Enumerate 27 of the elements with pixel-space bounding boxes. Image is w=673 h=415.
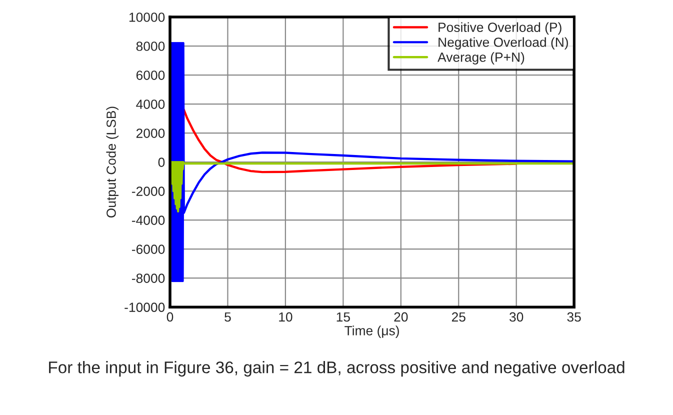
x-tick-label: 25 [452, 312, 466, 322]
line-series [182, 107, 518, 174]
y-tick-label: 2000 [136, 128, 165, 138]
x-tick-label: 10 [279, 312, 292, 322]
y-axis-title: Output Code (LSB) [106, 106, 119, 218]
y-tick-label: -8000 [132, 274, 165, 283]
y-tick-label: -2000 [132, 186, 165, 196]
y-tick-label: 10000 [129, 12, 165, 22]
y-tick-label: -10000 [124, 302, 165, 312]
legend-label: Positive Overload (P) [438, 22, 562, 35]
y-tick-label: -6000 [132, 244, 165, 254]
y-tick-label: 8000 [136, 42, 165, 51]
y-tick-label: 4000 [136, 100, 165, 109]
x-axis-title: Time (μs) [344, 326, 399, 338]
x-tick-label: 30 [510, 312, 524, 322]
y-tick-label: -4000 [132, 216, 165, 225]
legend-label: Average (P+N) [438, 52, 524, 64]
line-series [170, 160, 574, 212]
x-tick-label: 5 [224, 312, 231, 322]
text: For the input in Figure 36, gain = 21 dB, across positive and negative overload [49, 361, 624, 377]
y-tick-label: 0 [158, 158, 165, 167]
legend-label: Negative Overload (N) [438, 37, 568, 50]
y-tick-label: 6000 [136, 70, 165, 80]
x-tick-label: 0 [166, 312, 174, 322]
x-tick-label: 20 [394, 312, 408, 322]
x-tick-label: 35 [567, 312, 581, 322]
x-tick-label: 15 [336, 312, 350, 322]
